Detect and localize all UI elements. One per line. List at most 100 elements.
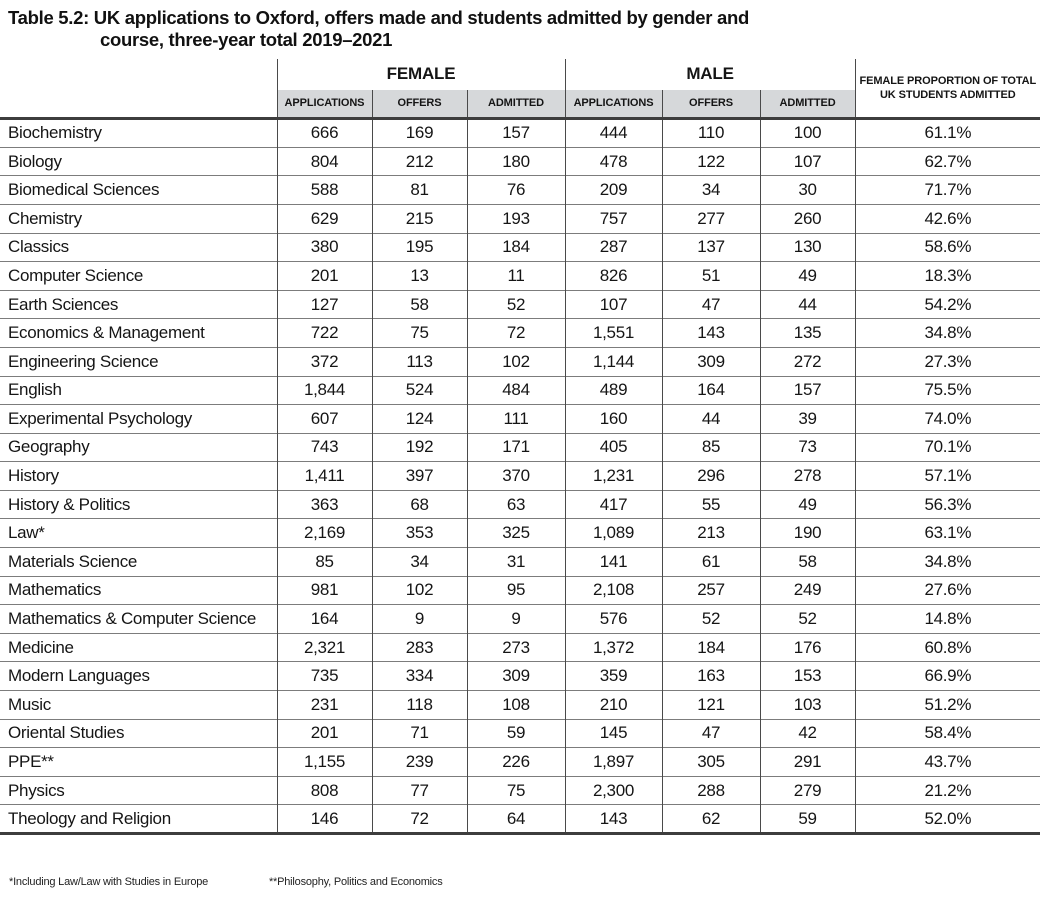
- course-name-cell: Economics & Management: [0, 318, 277, 348]
- male-admitted-cell: 190: [759, 518, 856, 548]
- female-proportion-cell: 61.1%: [854, 118, 1041, 148]
- page-title: Table 5.2: UK applications to Oxford, of…: [0, 0, 1049, 51]
- male-admitted-cell: 49: [759, 261, 856, 291]
- male-offers-cell: 85: [661, 432, 761, 462]
- course-name-cell: Materials Science: [0, 547, 277, 577]
- female-offers-cell: 524: [371, 375, 467, 405]
- male-admitted-cell: 49: [759, 489, 856, 519]
- table-row: Biomedical Sciences 588 81 76 209 34 30 71.7%: [0, 175, 1041, 205]
- female-offers-cell: 195: [371, 232, 467, 262]
- female-offers-cell: 72: [371, 804, 467, 835]
- footnote-ppe: **Philosophy, Politics and Economics: [268, 876, 443, 888]
- female-offers-cell: 124: [371, 404, 467, 434]
- female-applications-cell: 607: [276, 404, 372, 434]
- male-admitted-cell: 135: [759, 318, 856, 348]
- female-proportion-cell: 58.4%: [854, 718, 1041, 748]
- course-name-cell: History: [0, 461, 277, 491]
- female-offers-cell: 353: [371, 518, 467, 548]
- table-row: Mathematics & Computer Science 164 9 9 576 52…: [0, 604, 1041, 634]
- course-name-cell: PPE**: [0, 747, 277, 777]
- header-female-offers: OFFERS: [371, 89, 467, 121]
- table-body: Biochemistry 666 169 157 444 110 100 61.1% Biolo…: [0, 118, 1041, 835]
- male-admitted-cell: 100: [759, 118, 856, 148]
- female-applications-cell: 1,411: [276, 461, 372, 491]
- table-row: Biology 804 212 180 478 122 107 62.7%: [0, 146, 1041, 176]
- table-row: English 1,844 524 484 489 164 157 75.5%: [0, 375, 1041, 405]
- female-applications-cell: 2,321: [276, 632, 372, 662]
- female-offers-cell: 9: [371, 604, 467, 634]
- male-applications-cell: 757: [564, 203, 663, 234]
- female-admitted-cell: 59: [466, 718, 566, 748]
- male-admitted-cell: 42: [759, 718, 856, 748]
- course-name-cell: Experimental Psychology: [0, 404, 277, 434]
- course-name-cell: Theology and Religion: [0, 804, 277, 835]
- male-applications-cell: 107: [564, 289, 663, 319]
- male-offers-cell: 52: [661, 604, 761, 634]
- female-admitted-cell: 75: [466, 775, 566, 805]
- header-male-applications: APPLICATIONS: [564, 89, 663, 121]
- male-admitted-cell: 291: [759, 747, 856, 777]
- female-offers-cell: 71: [371, 718, 467, 748]
- female-offers-cell: 68: [371, 489, 467, 519]
- female-applications-cell: 981: [276, 575, 372, 605]
- male-offers-cell: 296: [661, 461, 761, 491]
- header-female-proportion-line2: UK STUDENTS ADMITTED: [879, 88, 1016, 101]
- female-proportion-cell: 27.3%: [854, 346, 1041, 376]
- male-offers-cell: 34: [661, 175, 761, 205]
- admissions-table: FEMALE MALE FEMALE PROPORTION OF TOTAL U…: [0, 58, 1041, 835]
- header-female-proportion-line1: FEMALE PROPORTION OF TOTAL: [859, 74, 1037, 87]
- female-offers-cell: 58: [371, 289, 467, 319]
- male-offers-cell: 305: [661, 747, 761, 777]
- course-name-cell: Medicine: [0, 632, 277, 662]
- male-applications-cell: 1,372: [564, 632, 663, 662]
- table-row: Computer Science 201 13 11 826 51 49 18.3%: [0, 261, 1041, 291]
- male-applications-cell: 489: [564, 375, 663, 405]
- male-offers-cell: 143: [661, 318, 761, 348]
- male-offers-cell: 122: [661, 146, 761, 176]
- male-applications-cell: 287: [564, 232, 663, 262]
- male-applications-cell: 1,231: [564, 461, 663, 491]
- male-admitted-cell: 58: [759, 547, 856, 577]
- female-applications-cell: 127: [276, 289, 372, 319]
- male-offers-cell: 47: [661, 289, 761, 319]
- female-proportion-cell: 74.0%: [854, 404, 1041, 434]
- male-applications-cell: 2,108: [564, 575, 663, 605]
- female-offers-cell: 34: [371, 547, 467, 577]
- male-admitted-cell: 260: [759, 203, 856, 234]
- female-offers-cell: 75: [371, 318, 467, 348]
- table-row: History & Politics 363 68 63 417 55 49 56.3%: [0, 489, 1041, 519]
- course-name-cell: Physics: [0, 775, 277, 805]
- male-offers-cell: 309: [661, 346, 761, 376]
- course-name-cell: English: [0, 375, 277, 405]
- table-row: Materials Science 85 34 31 141 61 58 34.8%: [0, 547, 1041, 577]
- female-proportion-cell: 52.0%: [854, 804, 1041, 835]
- course-name-cell: Biomedical Sciences: [0, 175, 277, 205]
- female-proportion-cell: 58.6%: [854, 232, 1041, 262]
- table-row: Geography 743 192 171 405 85 73 70.1%: [0, 432, 1041, 462]
- female-offers-cell: 102: [371, 575, 467, 605]
- male-applications-cell: 444: [564, 118, 663, 148]
- female-applications-cell: 743: [276, 432, 372, 462]
- header-female-applications: APPLICATIONS: [276, 89, 372, 121]
- female-offers-cell: 13: [371, 261, 467, 291]
- female-admitted-cell: 325: [466, 518, 566, 548]
- header-female-group: FEMALE: [276, 58, 566, 90]
- header-male-admitted: ADMITTED: [759, 89, 856, 121]
- male-admitted-cell: 107: [759, 146, 856, 176]
- male-offers-cell: 277: [661, 203, 761, 234]
- female-proportion-cell: 66.9%: [854, 661, 1041, 691]
- female-applications-cell: 666: [276, 118, 372, 148]
- female-applications-cell: 164: [276, 604, 372, 634]
- sub-header-row: APPLICATIONS OFFERS ADMITTED APPLICATION…: [0, 89, 1040, 121]
- table-row: Physics 808 77 75 2,300 288 279 21.2%: [0, 775, 1041, 805]
- male-applications-cell: 1,897: [564, 747, 663, 777]
- female-proportion-cell: 21.2%: [854, 775, 1041, 805]
- female-offers-cell: 215: [371, 203, 467, 234]
- footnote-law: *Including Law/Law with Studies in Europ…: [9, 876, 209, 888]
- female-offers-cell: 212: [371, 146, 467, 176]
- female-admitted-cell: 193: [466, 203, 566, 234]
- male-applications-cell: 143: [564, 804, 663, 835]
- course-name-cell: Music: [0, 690, 277, 720]
- female-applications-cell: 804: [276, 146, 372, 176]
- table-row: Experimental Psychology 607 124 111 160 44 39 7…: [0, 404, 1041, 434]
